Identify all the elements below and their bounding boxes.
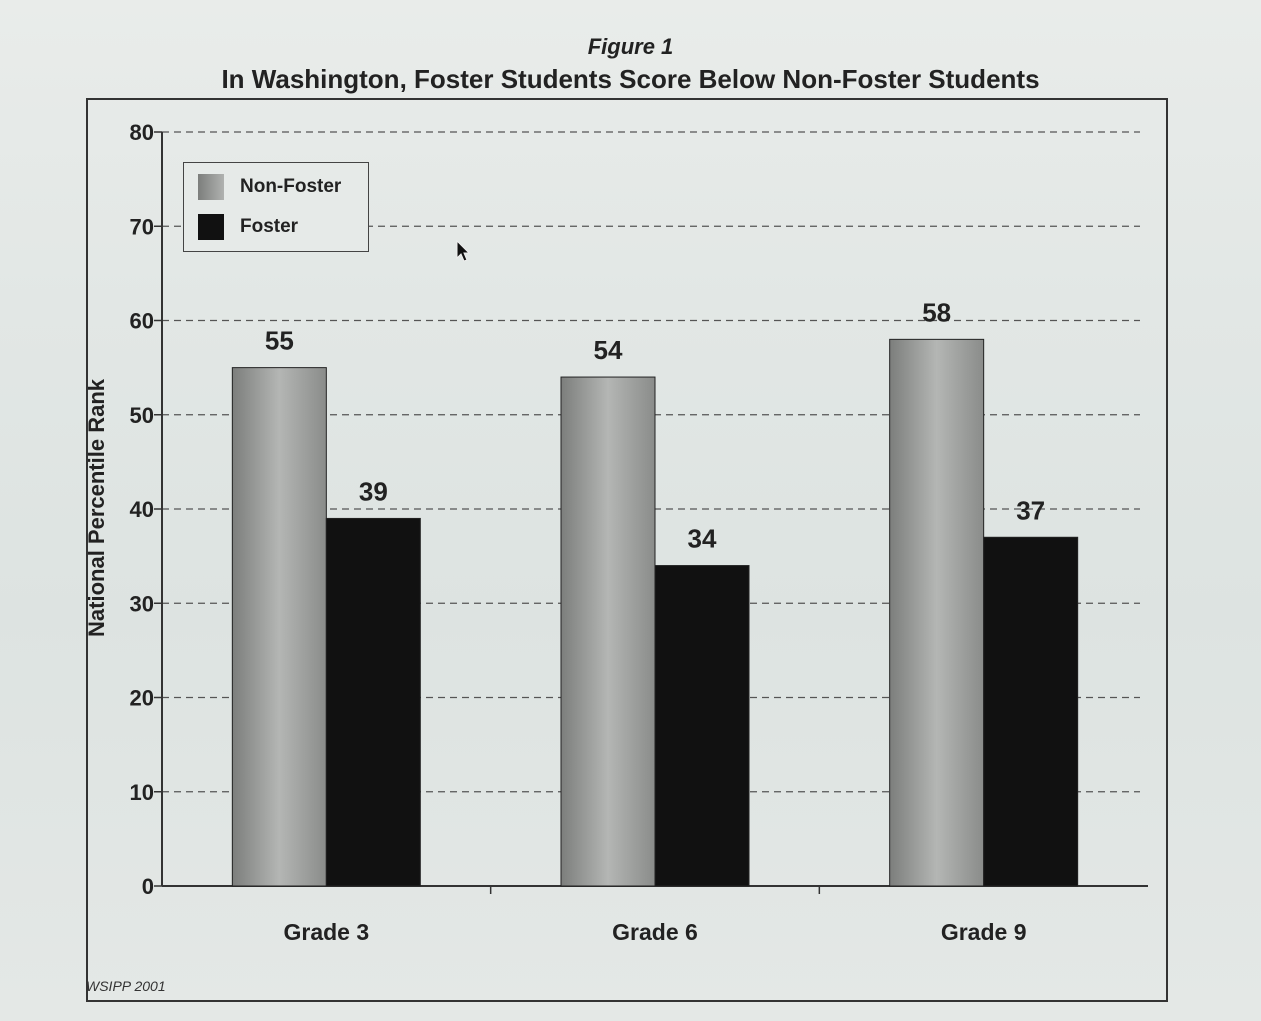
data-label: 37 xyxy=(1016,495,1045,525)
y-tick-label: 30 xyxy=(130,591,154,616)
y-tick-label: 70 xyxy=(130,214,154,239)
chart-frame xyxy=(86,98,1168,1002)
legend-label-foster: Foster xyxy=(240,216,299,237)
bar-foster xyxy=(654,565,750,887)
data-label: 34 xyxy=(688,524,717,554)
data-label: 58 xyxy=(922,297,951,327)
mouse-pointer-icon xyxy=(456,240,471,262)
legend-item-foster: Foster xyxy=(198,213,298,241)
x-tick-label: Grade 9 xyxy=(941,919,1027,945)
y-tick-label: 50 xyxy=(130,403,154,428)
y-tick-label: 20 xyxy=(130,686,154,711)
bar-non-foster xyxy=(560,376,656,887)
bar-non-foster xyxy=(889,338,985,887)
x-tick-label: Grade 6 xyxy=(612,919,698,945)
bar-foster xyxy=(983,536,1079,887)
legend: Non-Foster Foster xyxy=(183,162,369,252)
bar-foster xyxy=(325,517,421,887)
data-label: 39 xyxy=(359,476,388,506)
legend-item-non-foster: Non-Foster xyxy=(198,173,341,201)
x-tick-label: Grade 3 xyxy=(284,919,370,945)
y-tick-label: 80 xyxy=(130,120,154,145)
y-axis-label: National Percentile Rank xyxy=(84,378,109,637)
y-tick-label: 10 xyxy=(130,780,154,805)
legend-label-non-foster: Non-Foster xyxy=(240,176,342,197)
chart-title: In Washington, Foster Students Score Bel… xyxy=(221,64,1040,94)
legend-swatch-non-foster xyxy=(198,174,224,200)
figure-label: Figure 1 xyxy=(587,34,674,59)
bar-non-foster xyxy=(231,367,327,887)
y-tick-label: 60 xyxy=(130,309,154,334)
y-tick-label: 0 xyxy=(142,874,154,899)
source-note: WSIPP 2001 xyxy=(86,978,166,994)
data-label: 55 xyxy=(265,326,294,356)
data-label: 54 xyxy=(594,335,623,365)
y-tick-label: 40 xyxy=(130,497,154,522)
legend-swatch-foster xyxy=(198,214,224,240)
